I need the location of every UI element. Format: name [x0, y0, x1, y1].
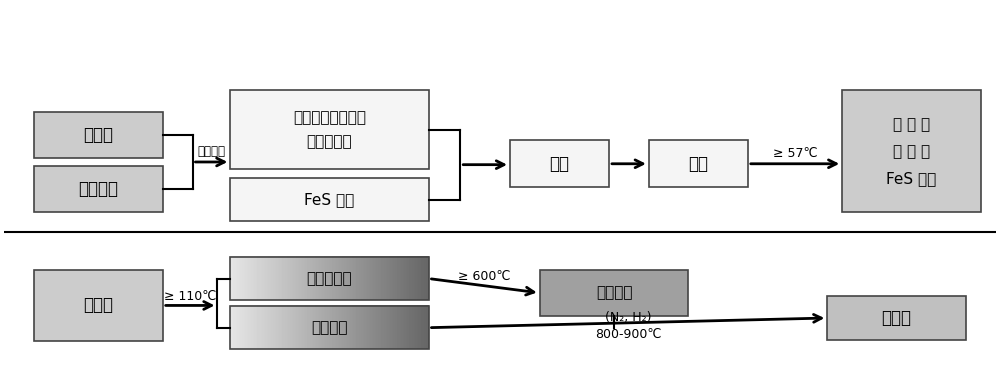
Text: 确酸镁: 确酸镁	[83, 126, 113, 144]
Text: 搅拌: 搅拌	[550, 155, 570, 173]
Text: 聚乙烯醇和确酸镁
的混合溶液: 聚乙烯醇和确酸镁 的混合溶液	[293, 110, 366, 149]
Text: ≥ 57℃: ≥ 57℃	[773, 147, 817, 160]
Text: 一氧化氮: 一氧化氮	[311, 320, 348, 335]
Bar	[230, 257, 429, 300]
Bar	[230, 178, 429, 221]
Bar	[510, 141, 609, 187]
Bar	[827, 297, 966, 339]
Text: 干燥: 干燥	[688, 155, 708, 173]
Bar	[230, 90, 429, 169]
Text: 800-900℃: 800-900℃	[595, 328, 661, 341]
Bar	[34, 166, 163, 212]
Text: FeS 粉末: FeS 粉末	[304, 192, 355, 207]
Text: 一氧化氮: 一氧化氮	[596, 286, 632, 301]
Text: 去离子水: 去离子水	[197, 145, 225, 159]
Text: 三氧化二氮: 三氧化二氮	[307, 271, 352, 286]
Bar	[649, 141, 748, 187]
Bar	[540, 270, 688, 316]
Text: 确 酸 镁
包 覆 的
FeS 食粒: 确 酸 镁 包 覆 的 FeS 食粒	[886, 117, 937, 186]
Text: (N₂, H₂): (N₂, H₂)	[605, 311, 651, 324]
Text: 镁单质: 镁单质	[882, 309, 912, 327]
Text: ≥ 600℃: ≥ 600℃	[458, 270, 510, 283]
Bar	[842, 90, 981, 212]
Text: ≥ 110℃: ≥ 110℃	[164, 290, 216, 303]
Text: 聚乙烯醇: 聚乙烯醇	[78, 180, 118, 198]
Bar	[34, 112, 163, 159]
Bar	[230, 306, 429, 349]
Bar	[34, 270, 163, 341]
Text: 确酸镁: 确酸镁	[83, 297, 113, 315]
